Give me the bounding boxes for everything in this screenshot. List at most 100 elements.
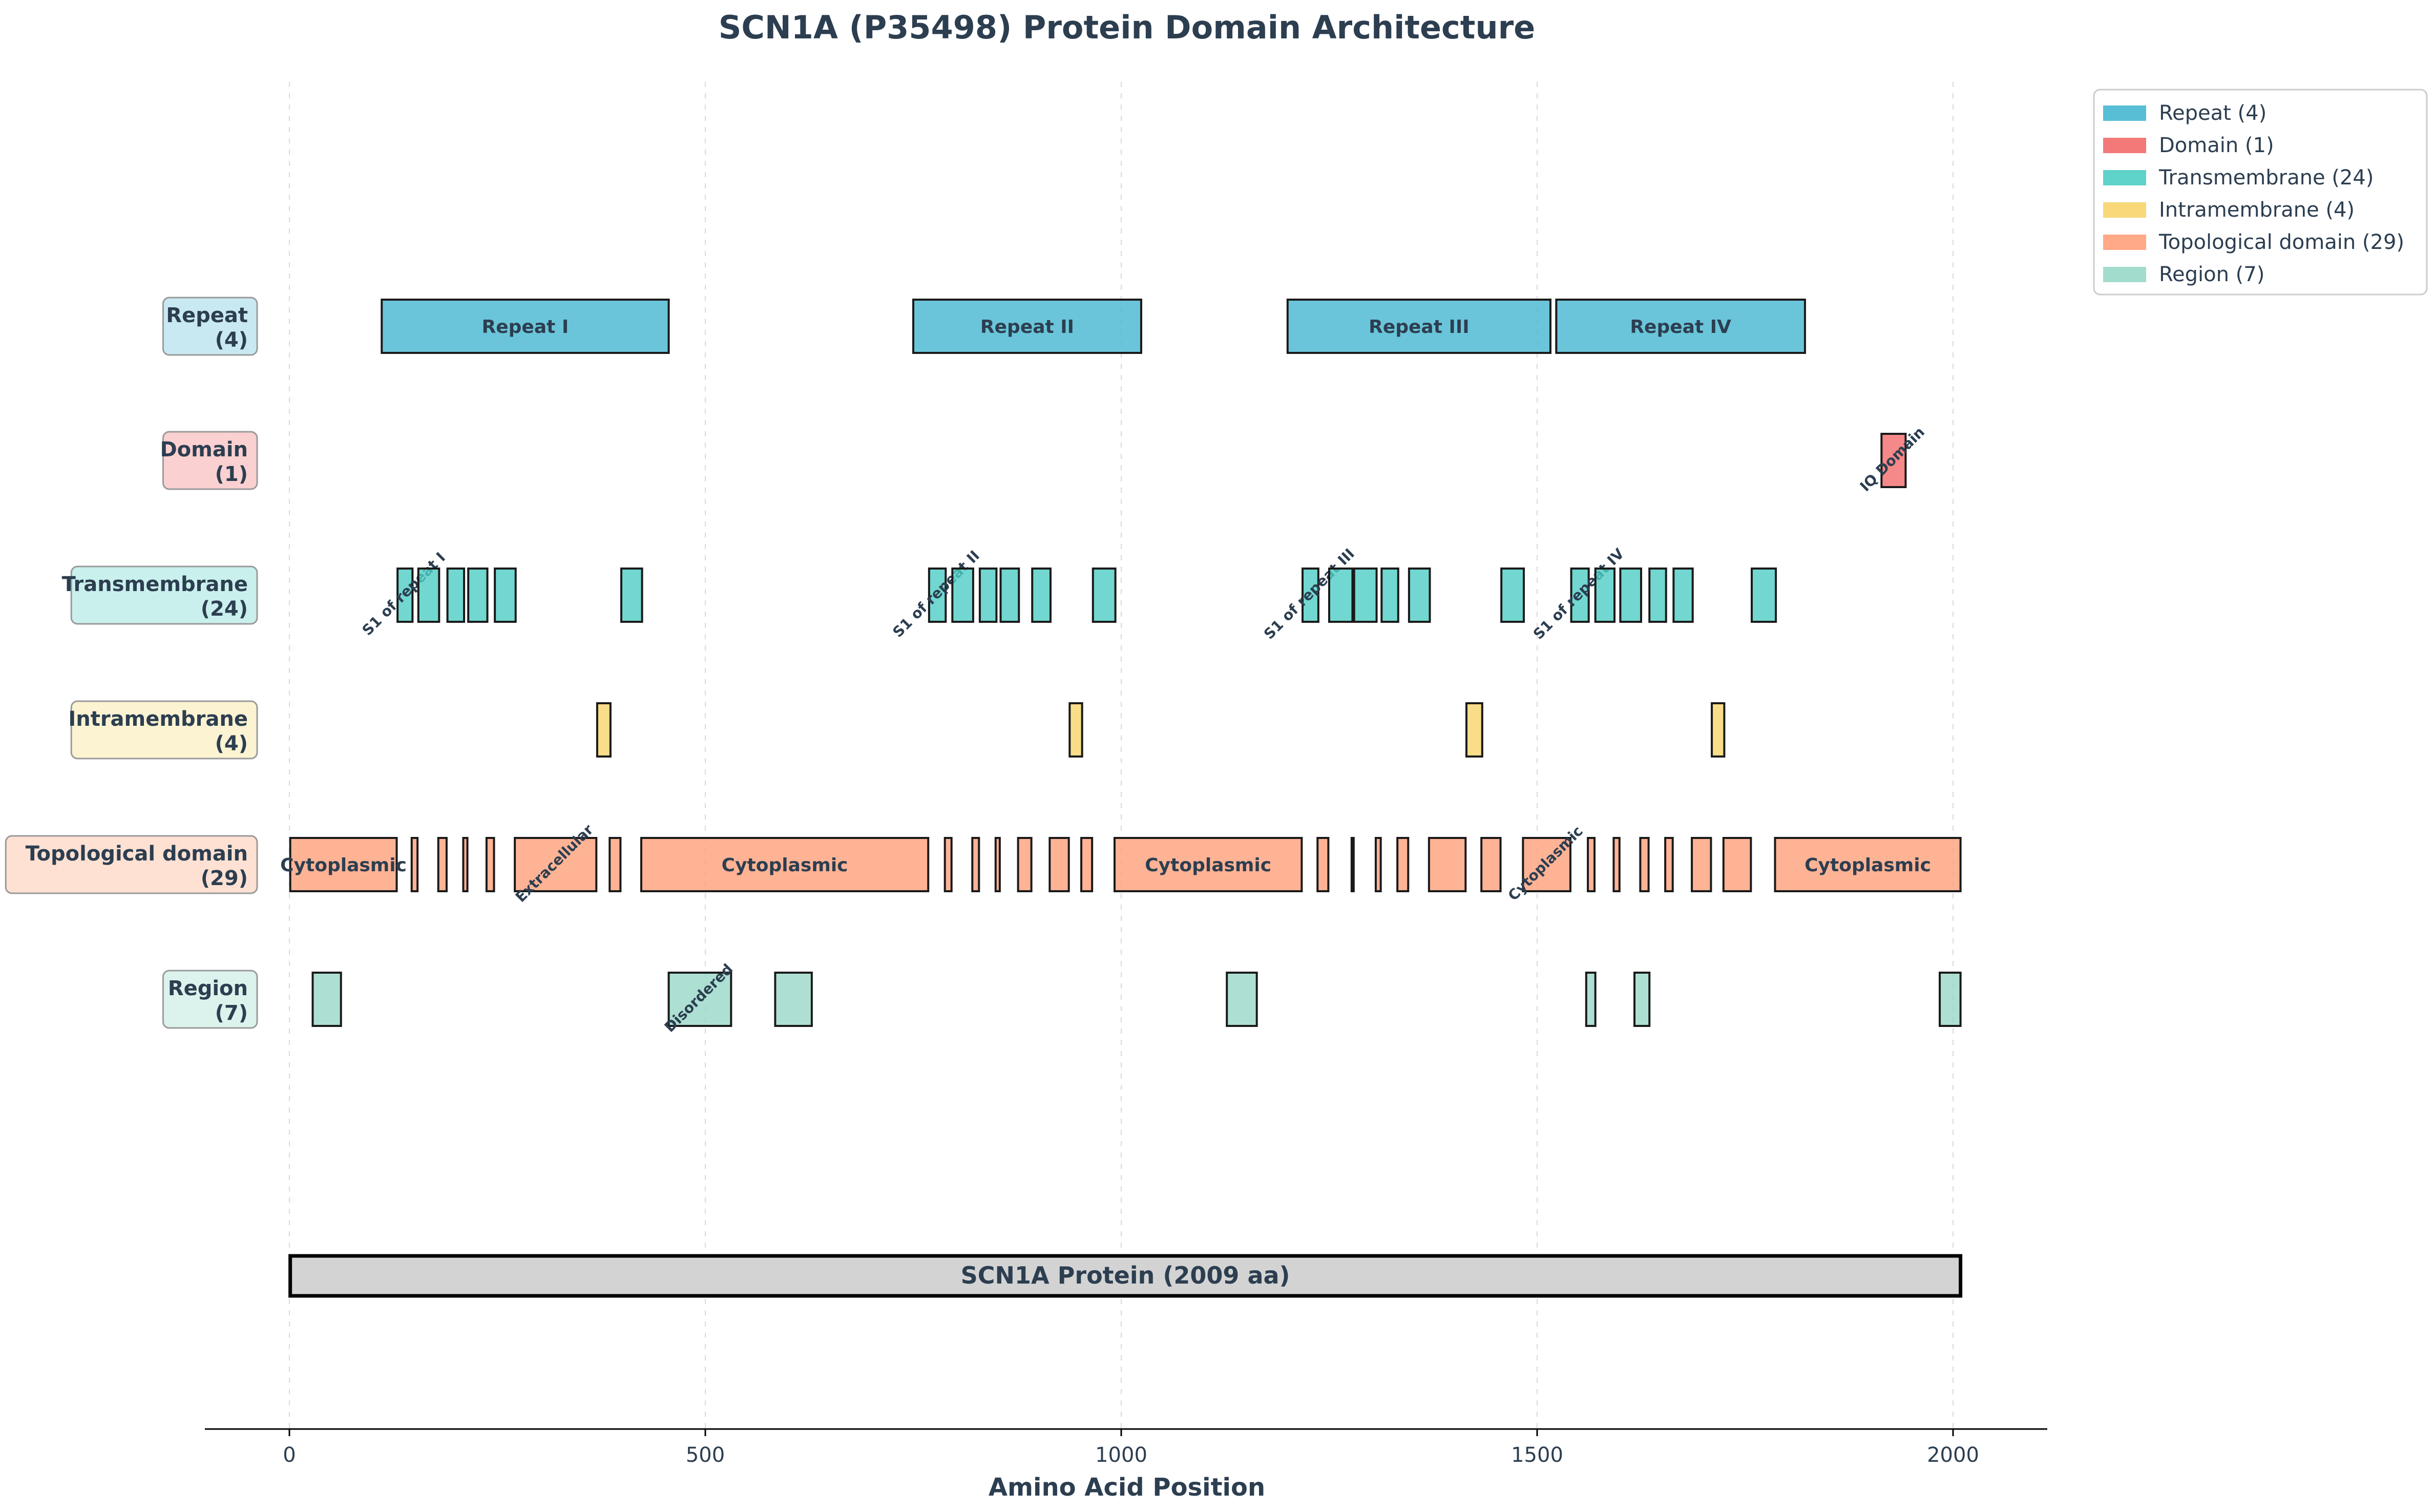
track-label-name: Intramembrane (68, 707, 248, 731)
legend-entry: Repeat (4) (2159, 101, 2267, 125)
feature-topological-domain (462, 837, 469, 892)
protein-backbone: SCN1A Protein (2009 aa) (288, 1254, 1963, 1298)
feature-transmembrane (951, 568, 974, 623)
track-label-count: (4) (215, 328, 248, 352)
x-tick-label: 1500 (1511, 1443, 1563, 1467)
feature-transmembrane (1500, 568, 1525, 623)
legend-swatch (2103, 202, 2146, 218)
feature-label: Repeat III (1369, 317, 1470, 338)
legend-swatch (2103, 170, 2146, 185)
feature-topological-domain (1374, 837, 1382, 892)
feature-transmembrane (1353, 568, 1378, 623)
feature-transmembrane (1031, 568, 1052, 623)
feature-label: Repeat I (482, 317, 569, 338)
protein-backbone-bar (288, 1254, 1963, 1298)
feature-intramembrane (1711, 702, 1726, 758)
feature-topological-domain (437, 837, 448, 892)
x-tick-label: 0 (283, 1443, 296, 1467)
track-label-name: Topological domain (26, 842, 248, 866)
feature-topological-domain (971, 837, 980, 892)
feature-label: Repeat II (980, 317, 1074, 338)
track-label-box (162, 297, 258, 356)
feature-topological-domain (943, 837, 953, 892)
feature-region (311, 972, 342, 1027)
feature-topological-domain (1428, 837, 1467, 892)
x-axis: 0 500 1000 1500 2000 (205, 1428, 2047, 1467)
feature-region (1226, 972, 1258, 1027)
feature-transmembrane (1648, 568, 1667, 623)
feature-domain (1880, 433, 1907, 488)
feature-transmembrane (1594, 568, 1616, 623)
x-tick-label: 1000 (1095, 1443, 1147, 1467)
feature-transmembrane (494, 568, 517, 623)
feature-topological-domain (1664, 837, 1674, 892)
feature-transmembrane (999, 568, 1020, 623)
feature-label: Repeat IV (1630, 317, 1731, 338)
feature-topological-domain (289, 837, 398, 892)
feature-region (667, 972, 732, 1027)
feature-intramembrane (1068, 702, 1083, 758)
legend-entry: Intramembrane (4) (2159, 198, 2355, 222)
feature-topological-domain (1350, 837, 1355, 892)
track-label-count: (4) (215, 732, 248, 755)
track-label-box (5, 835, 258, 894)
feature-label: Cytoplasmic (722, 855, 848, 876)
feature-transmembrane (1380, 568, 1399, 623)
legend-box (2093, 89, 2428, 296)
track-label-name: Repeat (166, 304, 248, 327)
track-label-count: (7) (215, 1001, 248, 1025)
x-tick-label: 500 (686, 1443, 725, 1467)
legend-swatch (2103, 267, 2146, 282)
feature-transmembrane (1408, 568, 1431, 623)
feature-repeat (381, 299, 670, 354)
track-label-name: Domain (160, 438, 248, 461)
legend-swatch (2103, 235, 2146, 250)
track-label-box (162, 431, 258, 490)
feature-region (1633, 972, 1651, 1027)
feature-transmembrane (928, 568, 947, 623)
feature-topological-domain (1774, 837, 1962, 892)
legend-entry: Transmembrane (24) (2158, 166, 2374, 190)
feature-transmembrane (396, 568, 414, 623)
feature-topological-domain (608, 837, 622, 892)
track-label-name: Region (168, 977, 248, 1000)
feature-region (774, 972, 813, 1027)
feature-label: Cytoplasmic (280, 855, 407, 876)
feature-topological-domain (1114, 837, 1303, 892)
feature-topological-domain (410, 837, 419, 892)
feature-label: Cytoplasmic (1804, 855, 1931, 876)
feature-topological-domain (1480, 837, 1502, 892)
feature-topological-domain (1017, 837, 1033, 892)
feature-topological-domain (485, 837, 495, 892)
feature-transmembrane (620, 568, 643, 623)
feature-topological-domain (640, 837, 930, 892)
feature-repeat (1286, 299, 1551, 354)
feature-transmembrane (1619, 568, 1642, 623)
feature-topological-domain (1722, 837, 1752, 892)
feature-transmembrane (446, 568, 466, 623)
legend-entry: Domain (1) (2159, 134, 2274, 157)
feature-topological-domain (994, 837, 1001, 892)
feature-topological-domain (1691, 837, 1712, 892)
feature-transmembrane (467, 568, 489, 623)
feature-transmembrane (1570, 568, 1590, 623)
legend-entry: Topological domain (29) (2158, 230, 2404, 254)
legend: Repeat (4) Domain (1) Transmembrane (24) In… (2093, 89, 2428, 296)
feature-region (1585, 972, 1597, 1027)
protein-label: SCN1A Protein (2009 aa) (961, 1262, 1290, 1289)
feature-intramembrane (1465, 702, 1483, 758)
track-label-count: (1) (215, 463, 248, 486)
legend-entry: Region (7) (2159, 263, 2264, 286)
feature-topological-domain (1522, 837, 1571, 892)
feature-tracks: Repeat(4)Repeat I Repeat II Repeat III Repe… (5, 297, 1962, 1036)
feature-repeat (1555, 299, 1806, 354)
feature-transmembrane (1672, 568, 1694, 623)
x-tick-label: 2000 (1927, 1443, 1979, 1467)
track-label-box (70, 565, 258, 625)
feature-intramembrane (596, 702, 612, 758)
track-label-name: Transmembrane (62, 573, 248, 596)
feature-region (1939, 972, 1962, 1027)
feature-topological-domain (1612, 837, 1621, 892)
track-label-box (162, 970, 258, 1029)
